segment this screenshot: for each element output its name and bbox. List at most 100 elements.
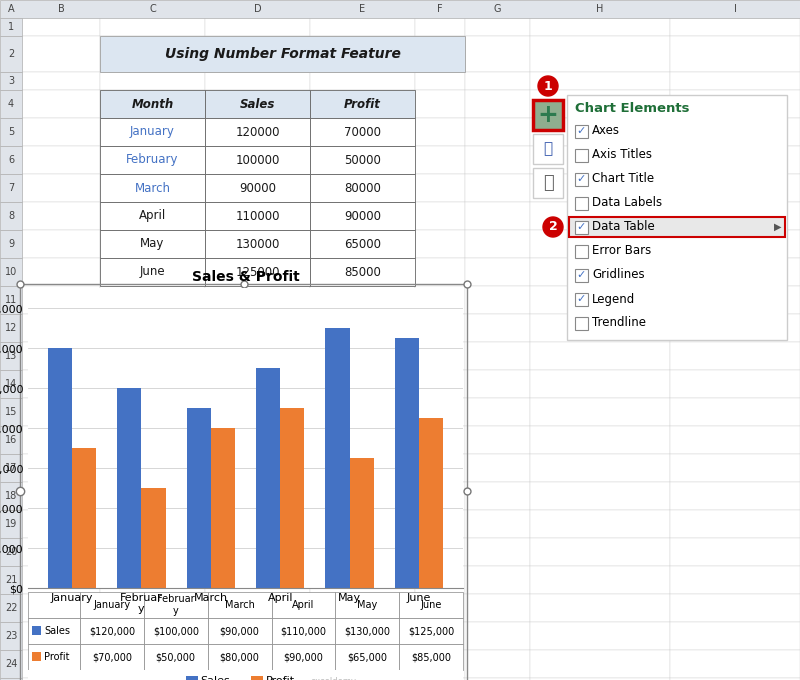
Text: April: April [139,209,166,222]
Bar [205,202,310,230]
Bar [465,18,530,36]
Bar [0,118,22,146]
Bar [530,90,670,118]
Text: 15: 15 [5,407,17,417]
Bar [211,428,235,588]
Bar [22,398,100,426]
Bar [142,488,166,588]
Bar [100,230,205,258]
Text: 50000: 50000 [344,154,381,167]
Text: 90000: 90000 [344,209,381,222]
Bar [0,230,22,258]
Bar [310,90,415,118]
Bar [100,258,205,286]
Text: Chart Title: Chart Title [592,173,654,186]
Text: $100,000: $100,000 [153,626,198,636]
Bar [22,258,100,286]
Bar [80,592,144,618]
Text: June: June [420,600,442,610]
Bar [670,622,800,650]
Bar [310,426,415,454]
Bar [28,618,80,644]
Bar [205,72,310,90]
Text: ✓: ✓ [577,294,586,304]
Text: May: May [140,237,165,250]
Bar [310,72,415,90]
Bar [310,650,415,678]
Text: B: B [58,4,64,14]
Bar [144,592,208,618]
Bar [415,594,465,622]
Bar [465,510,530,538]
Bar [100,174,205,202]
Bar [205,118,310,146]
Text: Profit: Profit [344,97,381,110]
Text: Month: Month [131,97,174,110]
Bar [310,146,415,174]
Text: $125,000: $125,000 [408,626,454,636]
Bar [205,258,310,286]
Text: 100000: 100000 [235,154,280,167]
Text: Profit: Profit [44,652,70,662]
Text: 110000: 110000 [235,209,280,222]
Bar [205,230,310,258]
Bar [670,510,800,538]
Text: 6: 6 [8,155,14,165]
Bar [310,398,415,426]
Bar [0,174,22,202]
Text: 20: 20 [5,547,17,557]
Bar [310,510,415,538]
Bar [530,482,670,510]
Text: Axes: Axes [592,124,620,137]
Bar [415,678,465,680]
Bar [670,36,800,72]
Bar [100,36,465,72]
Text: E: E [359,4,366,14]
Bar [250,676,262,680]
Text: 80000: 80000 [344,182,381,194]
Text: 16: 16 [5,435,17,445]
Bar [0,566,22,594]
Text: Februar
y: Februar y [157,594,194,616]
Bar [205,230,310,258]
Bar [530,678,670,680]
Bar [280,408,305,588]
Text: 2: 2 [549,220,558,233]
Bar [32,652,41,661]
Bar [205,566,310,594]
Text: $65,000: $65,000 [347,652,387,662]
Text: May: May [357,600,378,610]
Bar [465,286,530,314]
Bar [205,314,310,342]
Bar [100,202,205,230]
Bar [465,594,530,622]
Bar [465,650,530,678]
Bar [205,36,310,72]
Bar [205,650,310,678]
Bar [575,269,588,282]
Text: ✓: ✓ [577,270,586,280]
Bar [0,482,22,510]
Text: January: January [94,600,130,610]
Bar [208,644,271,670]
Bar [465,370,530,398]
Bar [205,538,310,566]
Bar [415,426,465,454]
Bar [186,408,211,588]
Bar [530,258,670,286]
Bar [310,202,415,230]
Bar [415,146,465,174]
Bar [100,510,205,538]
Bar [530,286,670,314]
Bar [22,510,100,538]
Bar [575,197,588,210]
Text: 22: 22 [5,603,18,613]
Bar [205,398,310,426]
Text: ✓: ✓ [577,174,586,184]
Bar [310,342,415,370]
Bar [670,18,800,36]
Bar [0,594,22,622]
Bar [28,644,80,670]
Bar [205,622,310,650]
Text: Using Number Format Feature: Using Number Format Feature [165,47,401,61]
